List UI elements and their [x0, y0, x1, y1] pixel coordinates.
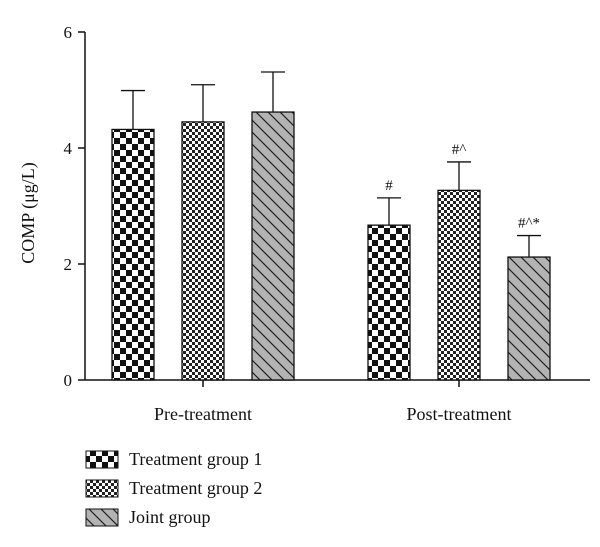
- legend-swatch: [85, 450, 119, 469]
- y-tick-label: 0: [64, 371, 73, 390]
- significance-label: #^*: [518, 216, 540, 232]
- legend-swatch: [85, 479, 119, 498]
- y-tick-label: 4: [64, 139, 73, 158]
- y-tick-label: 2: [64, 255, 73, 274]
- significance-label: #^: [452, 142, 467, 158]
- y-axis-label: COMP (μg/L): [18, 162, 39, 264]
- bar: [251, 111, 295, 381]
- bar: [507, 256, 551, 381]
- category-label: Post-treatment: [407, 404, 512, 424]
- bar: [367, 224, 411, 381]
- legend-swatch: [85, 508, 119, 527]
- legend: Treatment group 1 Treatment group 2 Joint …: [85, 449, 262, 527]
- legend-label: Treatment group 2: [129, 478, 262, 498]
- bar: [181, 121, 225, 381]
- bar: [437, 189, 481, 381]
- category-label: Pre-treatment: [154, 404, 252, 424]
- legend-label: Joint group: [129, 507, 211, 527]
- significance-label: #: [385, 178, 393, 194]
- bar: [111, 128, 155, 381]
- y-tick-label: 6: [64, 23, 73, 42]
- legend-label: Treatment group 1: [129, 449, 262, 469]
